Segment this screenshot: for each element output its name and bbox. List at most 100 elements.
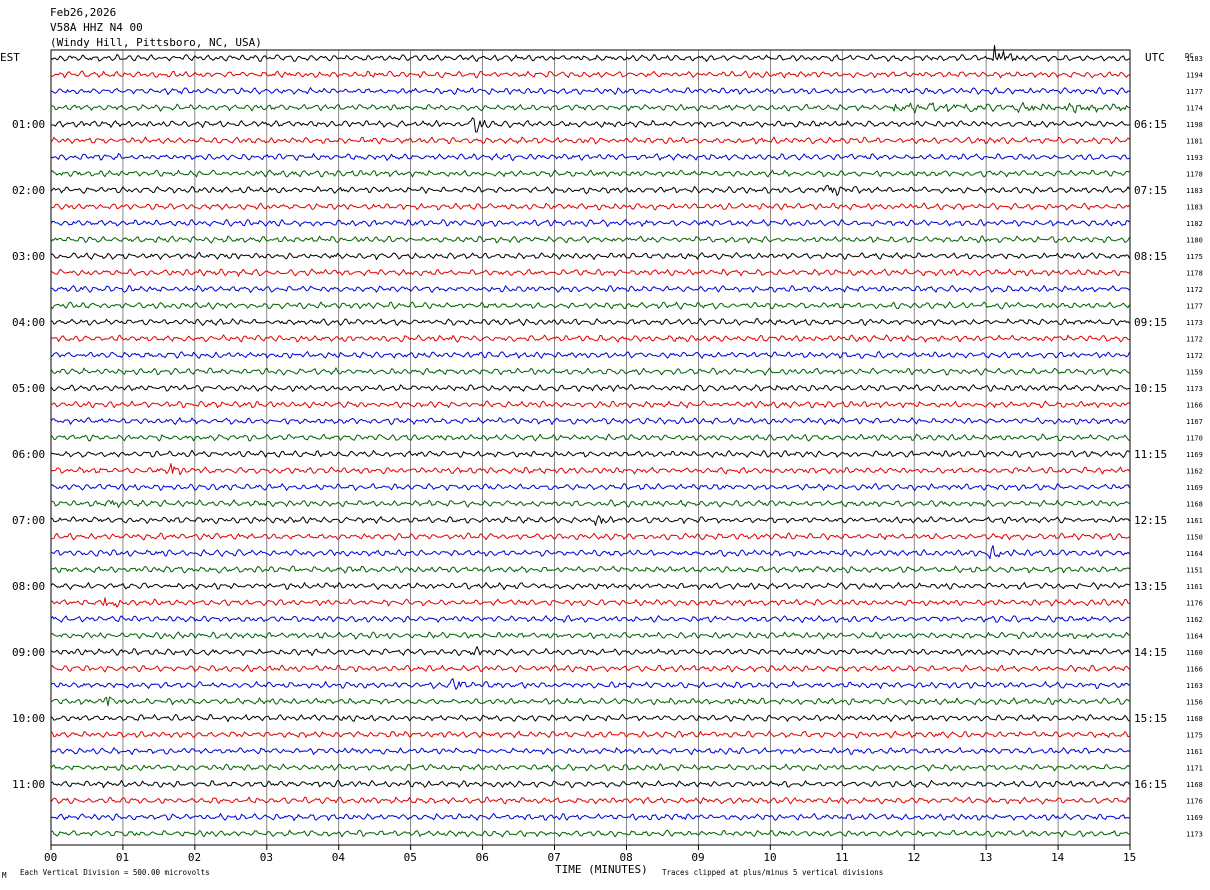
seismic-trace	[50, 70, 1130, 79]
left-hour-label: 03:00	[12, 250, 45, 263]
dc-offset-label: 1169	[1186, 814, 1203, 822]
dc-offset-label: 1166	[1186, 666, 1203, 674]
dc-offset-label: 1193	[1186, 154, 1203, 162]
header-date: Feb26,2026	[50, 6, 116, 19]
seismic-trace	[50, 678, 1130, 690]
seismic-trace	[50, 251, 1130, 261]
seismic-trace	[50, 169, 1130, 178]
seismic-trace	[50, 417, 1130, 426]
right-hour-label: 08:15	[1134, 250, 1167, 263]
x-tick-label: 14	[1051, 851, 1065, 864]
dc-offset-label: 1177	[1186, 88, 1203, 96]
dc-offset-label: 1166	[1186, 402, 1203, 410]
left-hour-label: 11:00	[12, 778, 45, 791]
dc-offset-label: 1163	[1186, 682, 1203, 690]
x-tick-label: 10	[763, 851, 776, 864]
header-station: V58A HHZ N4 00	[50, 21, 143, 34]
left-hour-label: 07:00	[12, 514, 45, 527]
right-hour-label: 14:15	[1134, 646, 1167, 659]
dc-offset-label: 1172	[1186, 336, 1203, 344]
dc-offset-label: 1150	[1186, 534, 1203, 542]
right-hour-label: 06:15	[1134, 118, 1167, 131]
x-tick-label: 13	[979, 851, 992, 864]
trace-layer	[50, 44, 1130, 838]
seismic-trace	[50, 582, 1130, 591]
seismic-trace	[50, 499, 1130, 508]
seismic-trace	[50, 483, 1130, 491]
right-hour-label: 11:15	[1134, 448, 1167, 461]
seismic-trace	[50, 117, 1130, 133]
seismic-trace	[50, 515, 1130, 526]
dc-offset-label: 1176	[1186, 600, 1203, 608]
seismic-trace	[50, 219, 1130, 227]
seismic-trace	[50, 597, 1130, 608]
seismic-trace	[50, 384, 1130, 392]
right-timezone-label: UTC	[1145, 51, 1165, 64]
dc-offset-label: 1176	[1186, 798, 1203, 806]
right-hour-label: 09:15	[1134, 316, 1167, 329]
right-hour-label: 10:15	[1134, 382, 1167, 395]
seismic-trace	[50, 763, 1130, 772]
seismic-trace	[50, 829, 1130, 838]
dc-offset-label: 1182	[1186, 220, 1203, 228]
seismic-trace	[50, 615, 1130, 623]
right-hour-label: 15:15	[1134, 712, 1167, 725]
seismic-trace	[50, 367, 1130, 376]
seismic-trace	[50, 44, 1130, 62]
dc-offset-label: 1177	[1186, 303, 1203, 311]
plot-frame	[50, 49, 1131, 846]
time-grid	[50, 49, 1131, 850]
seismic-trace	[50, 400, 1130, 409]
dc-offset-label: 1183	[1186, 204, 1203, 212]
dc-offset-label: 1194	[1186, 72, 1203, 80]
seismic-trace	[50, 301, 1130, 310]
x-tick-label: 04	[332, 851, 346, 864]
x-axis-title: TIME (MINUTES)	[555, 863, 648, 876]
x-tick-label: 12	[907, 851, 920, 864]
dc-offset-label: 1198	[1186, 121, 1203, 129]
seismic-trace	[50, 317, 1130, 326]
seismic-trace	[50, 646, 1130, 657]
x-tick-label: 09	[691, 851, 704, 864]
dc-offset-label: 1170	[1186, 435, 1203, 443]
x-tick-label: 07	[548, 851, 561, 864]
seismic-trace	[50, 285, 1130, 293]
seismic-trace	[50, 153, 1130, 162]
dc-offset-label: 1178	[1186, 270, 1203, 278]
dc-offset-label: 1174	[1186, 105, 1203, 113]
seismic-trace	[50, 268, 1130, 277]
right-hour-label: 16:15	[1134, 778, 1167, 791]
right-hour-label: 13:15	[1134, 580, 1167, 593]
dc-offset-label: 1173	[1186, 319, 1203, 327]
dc-offset-label: 1161	[1186, 748, 1203, 756]
dc-offset-label: 1171	[1186, 765, 1203, 773]
dc-header-label: DC	[1185, 52, 1193, 60]
dc-offset-label: 1169	[1186, 484, 1203, 492]
x-tick-label: 01	[116, 851, 129, 864]
x-tick-label: 06	[476, 851, 489, 864]
dc-offset-label: 1183	[1186, 187, 1203, 195]
dc-offset-label: 1164	[1186, 633, 1203, 641]
left-hour-label: 08:00	[12, 580, 45, 593]
left-hour-label: 06:00	[12, 448, 45, 461]
dc-offset-label: 1178	[1186, 171, 1203, 179]
seismic-trace	[50, 631, 1130, 640]
left-timezone-label: EST	[0, 51, 20, 64]
seismic-trace	[50, 813, 1130, 822]
header-location: (Windy Hill, Pittsboro, NC, USA)	[50, 36, 262, 49]
dc-offset-label: 1167	[1186, 418, 1203, 426]
seismic-trace	[50, 350, 1130, 359]
dc-offset-label: 1173	[1186, 385, 1203, 393]
left-hour-label: 05:00	[12, 382, 45, 395]
seismic-trace	[50, 101, 1130, 114]
x-tick-label: 11	[835, 851, 848, 864]
seismic-trace	[50, 235, 1130, 244]
x-tick-label: 08	[619, 851, 632, 864]
dc-offset-label: 1172	[1186, 286, 1203, 294]
left-hour-label: 04:00	[12, 316, 45, 329]
scale-note: Each Vertical Division = 500.00 microvol…	[20, 868, 210, 877]
seismic-trace	[50, 136, 1130, 145]
left-hour-label: 02:00	[12, 184, 45, 197]
dc-offset-label: 1181	[1186, 138, 1203, 146]
seismic-trace	[50, 730, 1130, 739]
